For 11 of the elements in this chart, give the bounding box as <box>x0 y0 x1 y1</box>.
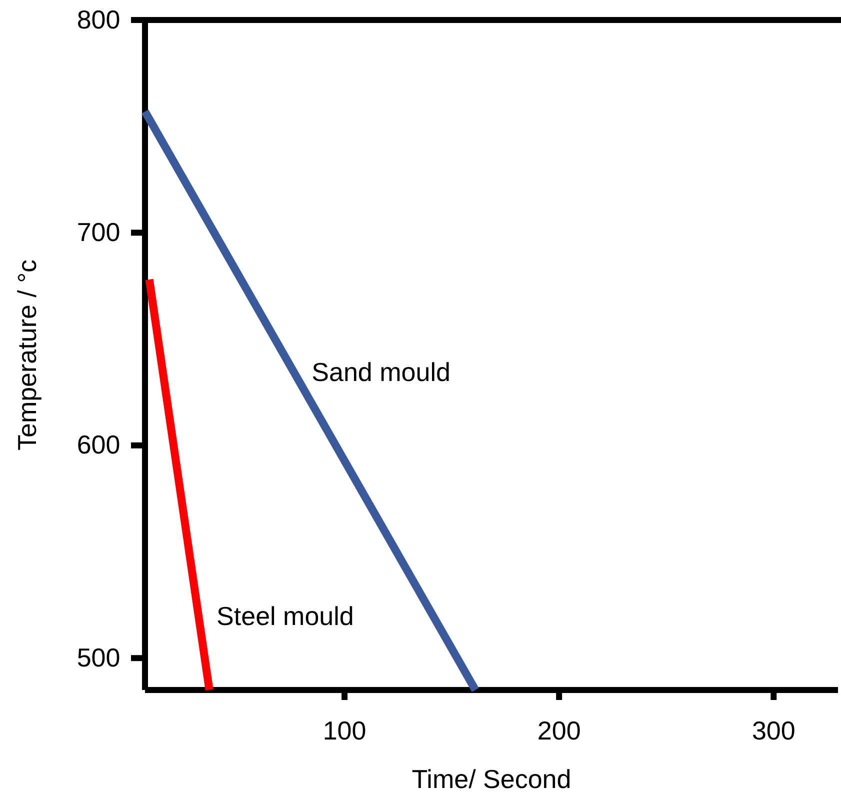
y-tick-label: 700 <box>76 217 120 248</box>
y-axis-title: Temperature / °c <box>12 259 42 451</box>
series-label: Sand mould <box>312 356 450 387</box>
x-axis-title: Time/ Second <box>412 764 572 794</box>
series-label: Steel mould <box>216 601 354 632</box>
y-tick-label: 800 <box>76 4 120 34</box>
y-tick-label: 600 <box>76 430 120 460</box>
x-tick-label: 300 <box>752 715 796 746</box>
x-tick-label: 200 <box>537 715 581 746</box>
x-tick-label: 100 <box>322 715 366 746</box>
y-tick-label: 500 <box>76 642 120 672</box>
